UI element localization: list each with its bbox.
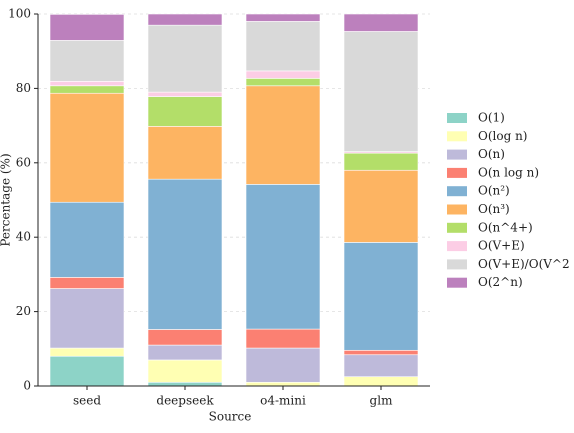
legend-swatch <box>447 204 467 215</box>
bar-segment <box>147 329 223 346</box>
legend-swatch <box>447 186 467 197</box>
bar-segment <box>343 31 419 152</box>
legend-swatch <box>447 259 467 270</box>
bar-segment <box>147 96 223 127</box>
bar-segment <box>245 184 321 330</box>
bar-segment <box>245 328 321 349</box>
legend-swatch <box>447 131 467 142</box>
bar-segment <box>245 78 321 87</box>
bar-segment <box>49 355 125 387</box>
bar-segment <box>245 21 321 72</box>
bar-segment <box>49 81 125 87</box>
x-axis-label: Source <box>209 410 252 424</box>
y-tick-label: 100 <box>8 7 31 21</box>
bar-segment <box>147 359 223 383</box>
bar-segment <box>49 277 125 289</box>
y-tick-label: 20 <box>16 304 31 318</box>
bar-segment <box>343 376 419 387</box>
legend-swatch <box>447 241 467 252</box>
y-tick-label: 40 <box>16 230 31 244</box>
x-tick-label: seed <box>73 394 101 408</box>
y-tick-label: 60 <box>16 155 31 169</box>
bar-segment <box>245 13 321 22</box>
bar-segment <box>245 70 321 79</box>
legend-label: O(n log n) <box>478 165 539 179</box>
bar-segment <box>343 242 419 351</box>
bar-segment <box>147 24 223 93</box>
legend-swatch <box>447 149 467 160</box>
bar-segment <box>147 13 223 26</box>
bar-segment <box>343 354 419 378</box>
y-tick-label: 80 <box>16 81 31 95</box>
x-tick-label: deepseek <box>156 394 214 408</box>
legend-swatch <box>447 167 467 178</box>
bar-segment <box>147 126 223 180</box>
bar-segment <box>245 85 321 185</box>
legend-label: O(V+E)/O(V^2 <box>478 257 570 271</box>
legend-label: O(2^n) <box>478 275 523 289</box>
bar-segment <box>147 381 223 387</box>
y-tick-label: 0 <box>23 379 31 393</box>
bar-segment <box>245 381 321 387</box>
legend-label: O(n²) <box>478 184 510 198</box>
legend-label: O(n³) <box>478 202 510 216</box>
legend-swatch <box>447 277 467 288</box>
bar-segment <box>49 92 125 203</box>
bar-segment <box>343 169 419 243</box>
bar-segment <box>49 85 125 94</box>
bar-segment <box>49 14 125 41</box>
bar-segment <box>49 347 125 357</box>
legend-label: O(V+E) <box>478 239 525 253</box>
legend-swatch <box>447 222 467 233</box>
legend-label: O(n^4+) <box>478 220 533 234</box>
legend-swatch <box>447 113 467 123</box>
x-tick-label: glm <box>370 394 394 408</box>
bar-segment <box>343 349 419 356</box>
bar-segment <box>343 13 419 32</box>
legend-label: O(1) <box>478 111 505 125</box>
bar-segment <box>49 201 125 278</box>
legend-label: O(n) <box>478 147 505 161</box>
bar-segment <box>49 40 125 82</box>
bar-segment <box>147 344 223 361</box>
bar-segment <box>147 178 223 330</box>
bar-segment <box>147 91 223 97</box>
x-tick-label: o4-mini <box>260 394 306 408</box>
y-axis-label: Percentage (%) <box>0 153 13 246</box>
bar-segment <box>245 347 321 383</box>
bar-segment <box>343 152 419 171</box>
bar-segment <box>49 288 125 349</box>
legend-label: O(log n) <box>478 129 528 143</box>
